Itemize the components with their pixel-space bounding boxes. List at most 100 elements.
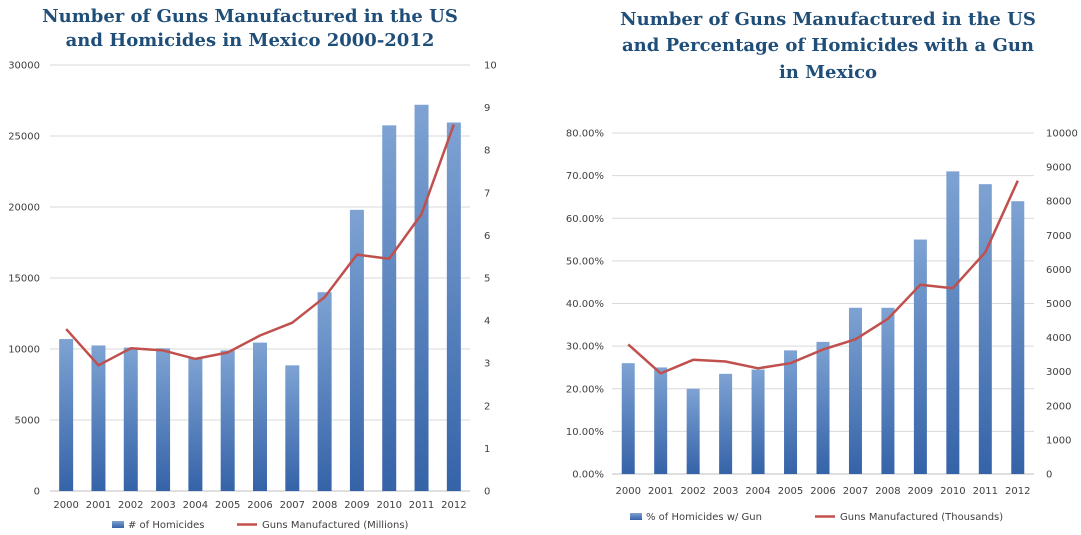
bar [414, 104, 429, 491]
x-tick-label: 2003 [150, 500, 175, 511]
x-tick-label: 2001 [648, 486, 673, 497]
y-left-tick-label: 50.00% [566, 256, 604, 267]
x-tick-label: 2003 [713, 486, 738, 497]
x-tick-label: 2005 [778, 486, 803, 497]
y-left-tick-label: 70.00% [566, 171, 604, 182]
x-tick-label: 2007 [843, 486, 868, 497]
chart-title-line: and Homicides in Mexico 2000-2012 [66, 30, 435, 51]
x-tick-label: 2004 [745, 486, 770, 497]
bar [220, 350, 235, 491]
y-right-tick-label: 3000 [1046, 367, 1071, 378]
y-right-tick-label: 9000 [1046, 163, 1071, 174]
x-tick-label: 2011 [973, 486, 998, 497]
y-right-tick-label: 6 [484, 231, 490, 242]
y-right-tick-label: 1 [484, 444, 490, 455]
y-right-tick-label: 0 [484, 487, 490, 498]
bar [285, 365, 300, 491]
bar [1011, 201, 1025, 474]
chart-title-line: in Mexico [779, 62, 877, 83]
chart-title-line: Number of Guns Manufactured in the US [42, 6, 458, 27]
y-right-tick-label: 9 [484, 103, 490, 114]
y-right-tick-label: 4 [484, 316, 490, 327]
bar [946, 171, 960, 475]
bar [621, 363, 635, 474]
x-tick-label: 2008 [312, 500, 337, 511]
y-right-tick-label: 5 [484, 274, 490, 285]
y-right-tick-label: 4000 [1046, 333, 1071, 344]
bar [751, 369, 765, 474]
chart-homicides: Number of Guns Manufactured in the US and… [8, 6, 497, 531]
bar [188, 358, 203, 491]
legend-label-line: Guns Manufactured (Thousands) [840, 512, 1003, 523]
x-tick-label: 2006 [247, 500, 272, 511]
y-right-tick-label: 1000 [1046, 435, 1071, 446]
y-right-tick-label: 10000 [1046, 129, 1078, 140]
y-right-tick-label: 10 [484, 61, 497, 72]
x-tick-label: 2002 [118, 500, 143, 511]
bar [91, 345, 106, 491]
legend-label-bar: % of Homicides w/ Gun [646, 512, 762, 523]
x-tick-label: 2000 [616, 486, 641, 497]
bar [253, 342, 267, 491]
legend-label-line: Guns Manufactured (Millions) [262, 520, 409, 531]
x-tick-label: 2001 [86, 500, 111, 511]
y-left-tick-label: 15000 [8, 274, 40, 285]
y-right-tick-label: 5000 [1046, 299, 1071, 310]
y-left-tick-label: 0 [34, 487, 40, 498]
x-tick-label: 2002 [680, 486, 705, 497]
x-tick-label: 2005 [215, 500, 240, 511]
y-right-tick-label: 8 [484, 146, 490, 157]
x-tick-label: 2011 [409, 500, 434, 511]
x-tick-label: 2000 [53, 500, 78, 511]
bar [446, 122, 461, 491]
x-tick-label: 2008 [875, 486, 900, 497]
x-tick-label: 2009 [908, 486, 933, 497]
x-tick-label: 2007 [280, 500, 305, 511]
bar [978, 184, 992, 474]
bar [881, 307, 895, 474]
y-left-tick-label: 10000 [8, 345, 40, 356]
y-left-tick-label: 20000 [8, 203, 40, 214]
chart-title-line: and Percentage of Homicides with a Gun [622, 35, 1034, 56]
y-right-tick-label: 2000 [1046, 401, 1071, 412]
x-tick-label: 2010 [377, 500, 402, 511]
x-tick-label: 2009 [344, 500, 369, 511]
y-right-tick-label: 2 [484, 401, 490, 412]
x-tick-label: 2012 [1005, 486, 1030, 497]
chart-percent-gun-homicides: Number of Guns Manufactured in the US and… [566, 9, 1078, 523]
line-series [627, 180, 1019, 375]
y-right-tick-label: 7 [484, 188, 490, 199]
legend-swatch-bar [112, 521, 124, 528]
bar [123, 347, 138, 491]
y-left-tick-label: 25000 [8, 132, 40, 143]
y-left-tick-label: 30000 [8, 61, 40, 72]
bar [848, 307, 862, 474]
bar [686, 388, 700, 474]
bar [317, 292, 332, 491]
legend-swatch-bar [630, 513, 642, 520]
y-left-tick-label: 60.00% [566, 214, 604, 225]
legend-label-bar: # of Homicides [128, 520, 205, 531]
y-left-tick-label: 80.00% [566, 129, 604, 140]
bar [349, 209, 364, 491]
bar [156, 348, 171, 491]
y-right-tick-label: 0 [1046, 470, 1052, 481]
x-tick-label: 2004 [183, 500, 208, 511]
bar [382, 125, 397, 491]
chart-title-line: Number of Guns Manufactured in the US [620, 9, 1036, 30]
y-left-tick-label: 10.00% [566, 427, 604, 438]
y-left-tick-label: 0.00% [572, 470, 604, 481]
bar [719, 373, 733, 474]
x-tick-label: 2012 [441, 500, 466, 511]
bar [654, 367, 668, 474]
bar [59, 339, 74, 491]
y-left-tick-label: 30.00% [566, 342, 604, 353]
x-tick-label: 2010 [940, 486, 965, 497]
x-tick-label: 2006 [810, 486, 835, 497]
y-left-tick-label: 40.00% [566, 299, 604, 310]
bar [784, 350, 798, 474]
y-left-tick-label: 20.00% [566, 384, 604, 395]
bar [913, 239, 927, 474]
y-right-tick-label: 8000 [1046, 197, 1071, 208]
